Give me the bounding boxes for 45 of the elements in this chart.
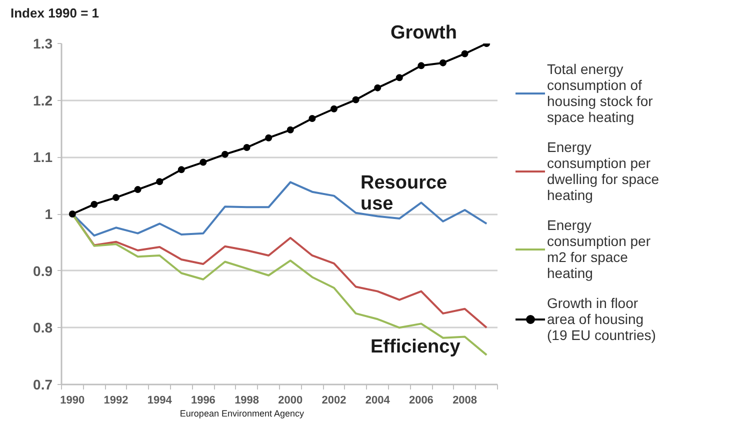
point (461, 50, 468, 58)
point (374, 84, 382, 92)
legend-label: Energy consumption per dwelling for space heating (547, 139, 660, 203)
point (222, 150, 228, 158)
y-tick-label: 0.7 (33, 376, 53, 392)
y-tick-label: 1.2 (33, 92, 53, 108)
point (243, 144, 250, 151)
point (90, 200, 98, 208)
x-tick-label: 2002 (322, 394, 346, 406)
annotation: Resource use (360, 172, 448, 214)
text: Growth (390, 22, 457, 44)
y-tick-label: 0.8 (33, 320, 53, 336)
point (352, 96, 360, 104)
x-tick-label: 1996 (190, 394, 216, 406)
point (286, 126, 294, 134)
point (265, 134, 272, 142)
x-tick-label: 2008 (452, 394, 478, 406)
point (134, 186, 142, 194)
x-tick-label: 2006 (408, 394, 434, 406)
y-tick-label: 0.9 (33, 262, 53, 279)
x-tick-label: 2000 (278, 394, 303, 406)
point (418, 62, 425, 70)
legend-label: Total energy consumption of housing stock for space heating (547, 61, 653, 125)
x-tick-label: 1998 (234, 394, 260, 406)
legend-label: Growth in floor area of housing (19 EU countries) (547, 295, 656, 343)
point (330, 105, 338, 112)
point (308, 115, 316, 122)
x-tick-label: 1990 (60, 394, 85, 406)
point (200, 158, 207, 166)
point (440, 59, 446, 66)
legend-label: Energy consumption per m2 for space heating (547, 217, 651, 281)
y-tick-label: 1 (44, 206, 53, 222)
point (156, 178, 164, 186)
x-tick-label: 1992 (104, 394, 128, 406)
text: European Environment Agency (180, 408, 305, 418)
y-tick-label: 1.3 (33, 36, 53, 52)
annotation: Efficiency (370, 336, 461, 358)
point (396, 74, 403, 82)
point (178, 166, 185, 174)
x-tick-label: 1994 (147, 394, 173, 406)
y-tick-label: 1.1 (33, 149, 53, 166)
x-tick-label: 2004 (365, 394, 391, 406)
y-axis-title: Index 1990 = 1 (10, 6, 100, 20)
point (68, 210, 76, 218)
point (112, 194, 120, 202)
